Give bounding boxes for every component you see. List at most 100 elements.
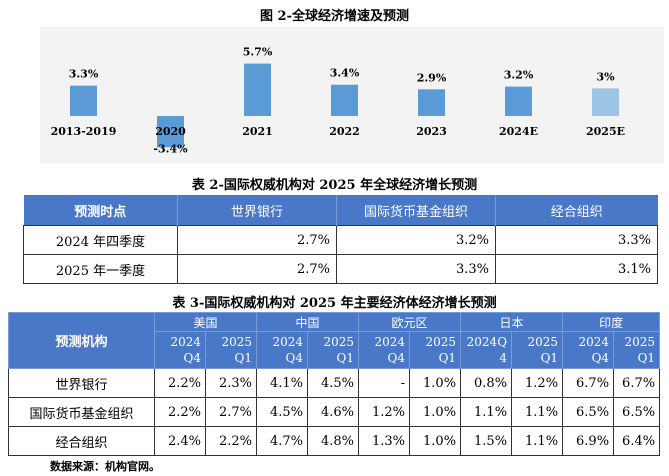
- bar-value-label: 3.2%: [504, 69, 534, 82]
- table-cell: 2.4%: [154, 426, 206, 456]
- forecast-table-global: 预测时点 世界银行 国际货币基金组织 经合组织 2024 年四季度 2.7% 3…: [23, 195, 658, 284]
- bar-2023: [418, 89, 445, 116]
- period-header-line: Q1: [438, 351, 457, 365]
- table-cell: 4.5%: [307, 368, 360, 398]
- table-cell: 2.2%: [154, 397, 206, 427]
- bar-value-label: 2.9%: [417, 71, 447, 84]
- table-cell: 6.7%: [613, 368, 661, 398]
- period-header-line: 2025: [624, 335, 656, 349]
- table-cell: 0.8%: [460, 368, 513, 398]
- table-cell: 2.7%: [177, 254, 337, 284]
- table-row: 2024 年四季度 2.7% 3.2% 3.3%: [23, 225, 658, 255]
- table-row: 2025 年一季度 2.7% 3.3% 3.1%: [23, 254, 658, 284]
- period-header-line: Q4: [591, 351, 610, 365]
- table-cell: 3.1%: [495, 254, 658, 284]
- period-header: 2024 Q4: [154, 331, 206, 369]
- bar-2025E: [592, 88, 619, 116]
- column-header: 世界银行: [177, 195, 337, 226]
- row-label: 2024 年四季度: [23, 225, 178, 255]
- period-header-line: 2024: [374, 335, 406, 349]
- table-cell: 6.7%: [562, 368, 615, 398]
- group-header: 欧元区: [358, 312, 462, 332]
- period-header-line: 2025: [527, 335, 559, 349]
- period-header-line: Q1: [234, 351, 253, 365]
- table-cell: 4.7%: [256, 426, 309, 456]
- table-group-header-row: 预测机构 美国 中国 欧元区 日本 印度: [8, 312, 661, 369]
- period-header-line: 2024: [578, 335, 610, 349]
- period-header-line: 2025: [323, 335, 355, 349]
- row-label: 世界银行: [8, 368, 155, 398]
- bar-2013-2019: [70, 85, 97, 116]
- category-label: 2022: [329, 125, 360, 138]
- table-sub-header-row: 2024 Q4 2025 Q1 2024 Q4 2025 Q1 2024 Q4 2025 Q1 2024…: [9, 331, 661, 369]
- table-cell: 6.9%: [562, 426, 615, 456]
- period-header-line: 2024: [170, 335, 201, 349]
- table-cell: 4.6%: [307, 397, 360, 427]
- table-cell: 4.5%: [256, 397, 309, 427]
- category-label: 2020: [155, 125, 186, 138]
- table-cell: 6.5%: [613, 397, 661, 427]
- table-cell: -: [358, 368, 411, 398]
- category-label: 2025E: [586, 125, 625, 138]
- table-cell: 2.7%: [177, 225, 337, 255]
- category-label: 2023: [416, 125, 447, 138]
- table-cell: 2.7%: [204, 397, 258, 427]
- table-cell: 1.0%: [409, 426, 462, 456]
- bar-2020: [157, 116, 184, 148]
- table-cell: 4.1%: [256, 368, 309, 398]
- table-cell: 1.2%: [358, 397, 411, 427]
- period-header: 2025 Q1: [307, 331, 360, 369]
- category-label: 2021: [242, 125, 273, 138]
- table-cell: 6.4%: [613, 426, 661, 456]
- group-header: 美国: [153, 312, 258, 332]
- category-label: 2024E: [499, 125, 538, 138]
- bar-value-label: 3%: [596, 70, 615, 83]
- period-header-line: Q4: [183, 351, 201, 365]
- period-header: 2025 Q1: [409, 331, 462, 369]
- table-row: 国际货币基金组织 2.2% 2.7% 4.5% 4.6% 1.2% 1.0% 1.1% 1.1%…: [8, 397, 661, 427]
- period-header: 2024 Q4: [562, 331, 615, 369]
- period-header: 2025 Q1: [613, 331, 661, 369]
- table3-title: 表 3-国际权威机构对 2025 年主要经济体经济增长预测: [172, 296, 497, 311]
- column-header: 国际货币基金组织: [336, 195, 496, 226]
- bar-value-label: 3.4%: [330, 67, 360, 80]
- table-cell: 1.1%: [511, 397, 564, 427]
- category-label: 2013-2019: [51, 125, 117, 138]
- period-header-line: 4: [499, 351, 508, 365]
- table-row: 世界银行 2.2% 2.3% 4.1% 4.5% -1.0% 0.8% 1.2% 6.7% 6.7…: [8, 368, 661, 398]
- source-note: 数据来源：机构官网。: [50, 460, 160, 473]
- table-cell: 1.3%: [358, 426, 411, 456]
- bar-chart-svg: 3.3% 2013-2019 -3.4% 2020 5.7% 2021 3.4% 2022 2.…: [51, 46, 625, 156]
- period-header-line: 2025: [221, 335, 253, 349]
- period-header-line: 2024Q: [466, 335, 508, 349]
- period-header-line: 2025: [425, 335, 457, 349]
- period-header: 2025 Q1: [204, 331, 258, 369]
- table-header-row: 预测时点 世界银行 国际货币基金组织 经合组织: [23, 195, 658, 226]
- table-cell: 3.3%: [336, 254, 496, 284]
- table-cell: 4.8%: [307, 426, 360, 456]
- bar-2024E: [505, 86, 532, 116]
- row-label: 2025 年一季度: [23, 254, 178, 284]
- table-cell: 1.1%: [511, 426, 564, 456]
- column-header: 经合组织: [495, 195, 658, 226]
- bar-value-label: -3.4%: [153, 142, 188, 155]
- chart-title: 图 2-全球经济增速及预测: [260, 9, 409, 24]
- group-header: 中国: [256, 312, 360, 332]
- table-cell: 2.2%: [154, 368, 206, 398]
- period-header-line: Q1: [336, 351, 355, 365]
- corner-header: 预测机构: [8, 312, 155, 369]
- row-label: 经合组织: [8, 426, 155, 456]
- table-row: 经合组织 2.4% 2.2% 4.7% 4.8% 1.3% 1.0% 1.5% 1.1% 6.9%…: [8, 426, 661, 456]
- period-header-line: Q1: [637, 351, 656, 365]
- table-cell: 1.0%: [409, 397, 462, 427]
- table-cell: 1.5%: [460, 426, 513, 456]
- group-header: 印度: [562, 312, 661, 332]
- period-header-line: Q4: [285, 351, 304, 365]
- row-label: 国际货币基金组织: [8, 397, 155, 427]
- period-header: 2024 Q4: [256, 331, 309, 369]
- bar-chart: 3.3% 2013-2019 -3.4% 2020 5.7% 2021 3.4% 2022 2.…: [40, 27, 664, 163]
- group-header: 日本: [460, 312, 564, 332]
- table-cell: 1.0%: [409, 368, 462, 398]
- table2-title: 表 2-国际权威机构对 2025 年全球经济增长预测: [191, 178, 478, 193]
- period-header: 2024 Q4: [358, 331, 411, 369]
